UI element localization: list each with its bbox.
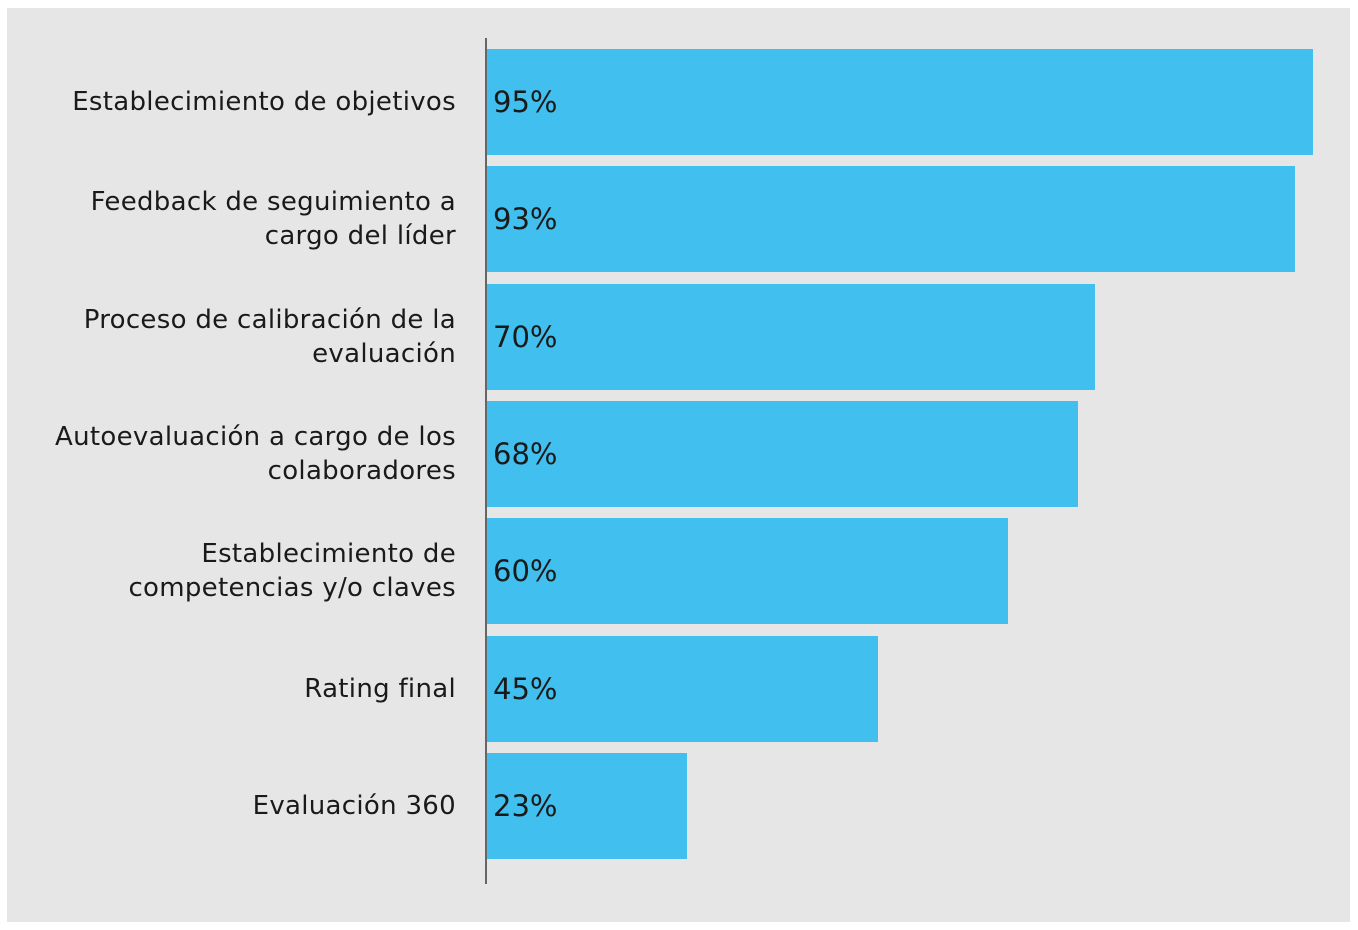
bar [487, 283, 1096, 390]
value-label: 70% [493, 319, 558, 354]
bar [487, 49, 1313, 155]
bar [487, 635, 879, 742]
value-label: 68% [493, 436, 558, 471]
category-label: Proceso de calibración de la evaluación [83, 304, 456, 369]
category-label: Establecimiento de objetivos [72, 87, 456, 117]
value-label: 23% [493, 788, 558, 823]
bar [487, 518, 1009, 625]
value-label: 45% [493, 671, 558, 706]
y-axis-line [485, 38, 487, 884]
bar [487, 400, 1078, 507]
value-label: 95% [493, 85, 558, 119]
value-label: 60% [493, 554, 558, 589]
category-label: Establecimiento de competencias y/o clav… [128, 539, 456, 604]
value-label: 93% [493, 202, 558, 237]
category-label: Autoevaluación a cargo de los colaborado… [55, 421, 456, 486]
category-label: Evaluación 360 [252, 790, 456, 821]
bar [487, 752, 687, 859]
category-label: Rating final [304, 673, 456, 704]
category-label: Feedback de seguimiento a cargo del líde… [90, 187, 456, 252]
bar [487, 166, 1296, 273]
